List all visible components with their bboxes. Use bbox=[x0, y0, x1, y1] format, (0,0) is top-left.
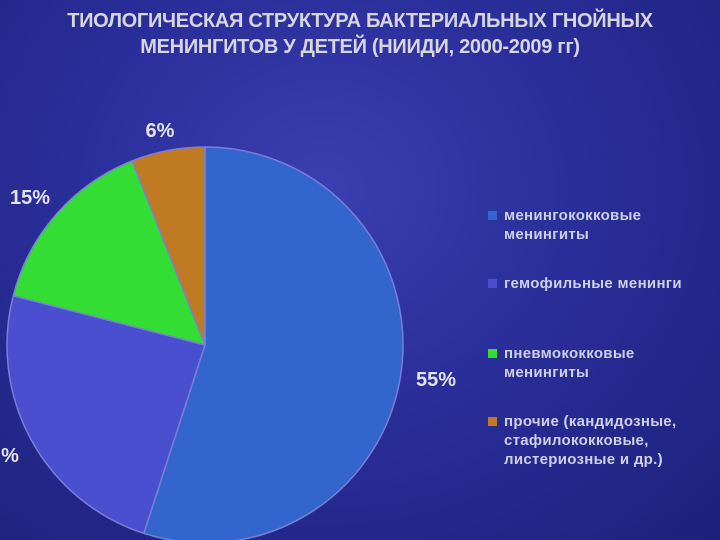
pie-slice-pneumococcal bbox=[12, 159, 207, 347]
legend-swatch-meningococcal bbox=[488, 211, 497, 220]
title-line-1: ТИОЛОГИЧЕСКАЯ СТРУКТУРА БАКТЕРИАЛЬНЫХ ГН… bbox=[67, 10, 653, 32]
legend-item-haemophilus: гемофильные менинги bbox=[488, 274, 682, 293]
title-line-2: МЕНИНГИТОВ У ДЕТЕЙ (НИИДИ, 2000-2009 гг) bbox=[140, 36, 580, 58]
data-label-other: 6% bbox=[146, 120, 175, 142]
data-label-haemophilus: % bbox=[1, 445, 19, 467]
legend-swatch-haemophilus bbox=[488, 279, 497, 288]
pie-slice-haemophilus bbox=[6, 294, 206, 535]
legend-swatch-pneumococcal bbox=[488, 349, 497, 358]
legend-label-other: прочие (кандидозные, стафилококковые, ли… bbox=[504, 413, 677, 468]
data-label-pneumococcal: 15% bbox=[10, 187, 50, 209]
legend-item-meningococcal: менингококковые менингиты bbox=[488, 206, 641, 244]
legend-label-pneumococcal: пневмококковые менингиты bbox=[504, 345, 635, 381]
chart-title: ТИОЛОГИЧЕСКАЯ СТРУКТУРА БАКТЕРИАЛЬНЫХ ГН… bbox=[0, 8, 720, 60]
legend-swatch-other bbox=[488, 417, 497, 426]
data-label-meningococcal: 55% bbox=[416, 369, 456, 391]
legend-label-haemophilus: гемофильные менинги bbox=[504, 275, 682, 292]
legend-item-pneumococcal: пневмококковые менингиты bbox=[488, 344, 635, 382]
legend-label-meningococcal: менингококковые менингиты bbox=[504, 207, 642, 243]
pie-slice-other bbox=[131, 146, 206, 346]
legend-item-other: прочие (кандидозные, стафилококковые, ли… bbox=[488, 412, 676, 469]
